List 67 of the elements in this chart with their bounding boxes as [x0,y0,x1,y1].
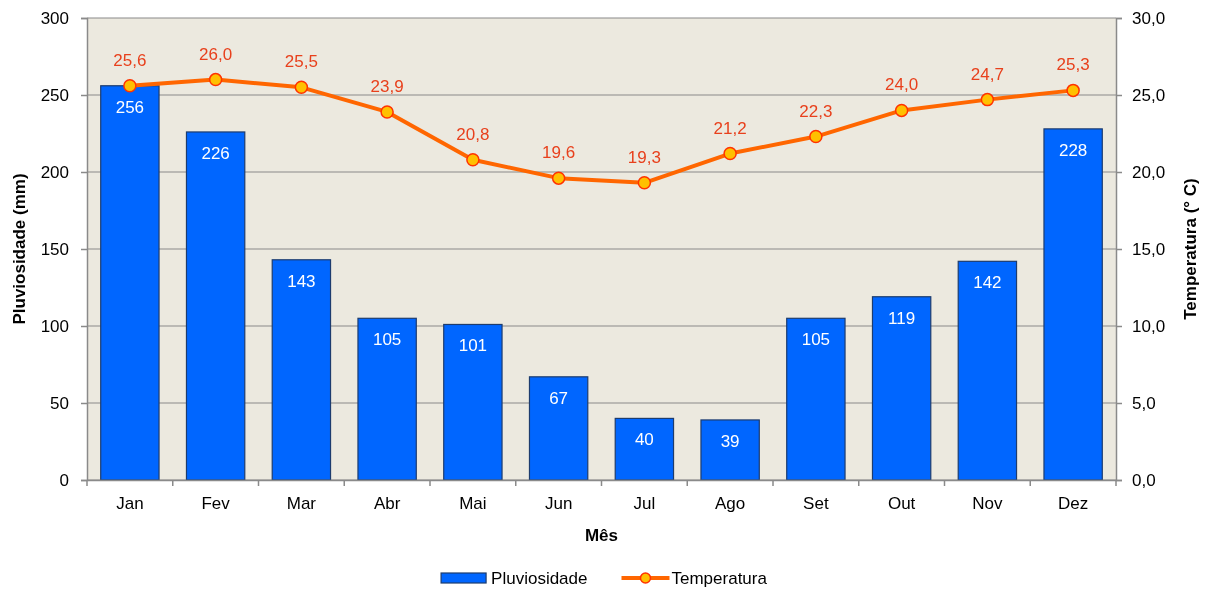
legend-label: Pluviosidade [491,569,588,588]
data-label: 25,3 [1056,55,1090,75]
data-label: 20,8 [456,124,490,144]
y-axis-title: Pluviosidade (mm) [10,173,29,325]
y-tick-label: 100 [40,316,69,336]
bar [100,85,160,481]
bar [786,317,846,481]
y-tick-label: 0 [59,470,69,490]
legend-label: Temperatura [671,569,768,588]
y-tick-label: 150 [40,239,69,259]
x-tick-label: Jul [633,494,656,514]
x-tick-label: Nov [972,494,1003,514]
y-tick-label: 300 [40,8,69,28]
data-label: 19,6 [542,143,576,163]
data-label: 226 [201,143,230,163]
bar [443,323,503,481]
y2-tick-label: 15,0 [1132,239,1166,259]
x-tick-label: Jan [116,494,144,514]
y2-tick-label: 20,0 [1132,162,1166,182]
data-label: 25,6 [113,50,147,70]
x-tick-label: Fev [201,494,231,514]
data-label: 23,9 [370,76,404,96]
y-tick-label: 50 [50,393,69,413]
x-tick-label: Ago [715,494,746,514]
data-label: 143 [287,271,316,291]
data-label: 25,5 [284,52,318,72]
data-label: 26,0 [199,44,233,64]
bar [1043,128,1103,481]
y-tick-label: 250 [40,85,69,105]
data-label: 105 [801,330,831,350]
bar [700,419,760,481]
x-tick-label: Dez [1058,494,1089,514]
x-tick-label: Out [887,494,916,514]
x-axis-title: Mês [584,526,619,545]
x-tick-label: Set [803,494,829,514]
y2-tick-label: 25,0 [1132,85,1166,105]
data-label: 67 [549,388,569,408]
bar [528,376,589,481]
data-label: 39 [720,431,740,451]
y-tick-label: 200 [40,162,69,182]
data-label: 119 [888,308,916,328]
y2-tick-label: 10,0 [1132,316,1166,336]
data-label: 21,2 [713,118,747,138]
x-tick-label: Mai [459,494,487,514]
data-label: 22,3 [799,101,833,121]
x-tick-label: Mar [286,494,317,514]
x-tick-label: Jun [544,494,573,514]
data-label: 24,7 [970,64,1004,84]
data-label: 19,3 [627,147,661,167]
data-label: 40 [634,430,654,450]
y2-tick-label: 0,0 [1132,470,1156,490]
data-label: 24,0 [885,75,919,95]
data-label: 142 [973,273,1002,293]
data-label: 228 [1058,140,1088,160]
bar [871,296,932,481]
data-label: 101 [458,336,488,356]
bar [614,417,675,481]
data-label: 105 [372,330,402,350]
y2-tick-label: 5,0 [1132,393,1156,413]
y2-tick-label: 30,0 [1132,8,1166,28]
bar [185,131,246,481]
y2-axis-title: Temperatura (° C) [1181,178,1200,320]
bar [357,317,417,481]
data-label: 256 [115,97,145,117]
x-tick-label: Abr [373,494,401,514]
bar [271,259,332,481]
bar [957,260,1018,481]
